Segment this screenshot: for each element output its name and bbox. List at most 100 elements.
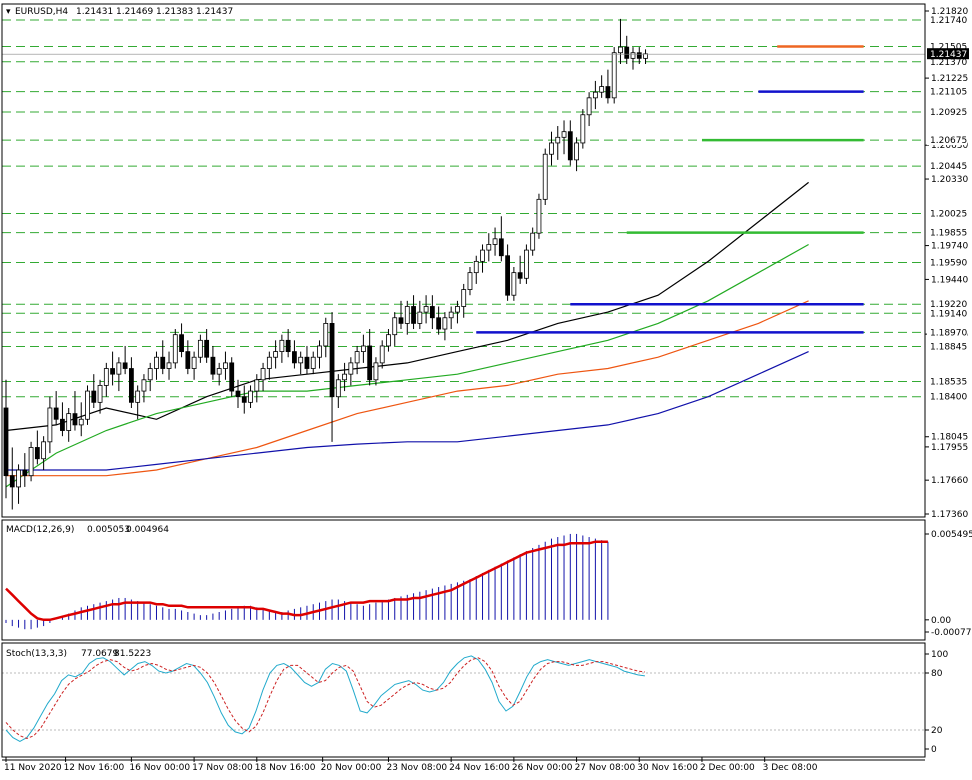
low-value: 1.21383 <box>156 7 193 17</box>
candle-body <box>423 306 429 313</box>
candle-body <box>492 238 498 245</box>
candle <box>254 374 260 403</box>
candle-body <box>53 407 59 420</box>
candle <box>329 312 335 442</box>
candle <box>279 334 285 363</box>
level-label-bg <box>927 134 967 146</box>
candle <box>455 300 460 324</box>
price-axis-tick-label: 1.17660 <box>931 476 968 486</box>
candle <box>555 126 561 160</box>
candle-body <box>530 232 536 251</box>
candle-body <box>122 362 128 369</box>
candle-body <box>128 368 134 403</box>
candle-body <box>197 339 203 358</box>
level-label-bg <box>927 105 967 117</box>
time-axis-label: 2 Dec 00:00 <box>700 763 755 773</box>
candle-body <box>166 362 172 369</box>
candle-body <box>254 379 260 392</box>
candle-body <box>586 97 592 116</box>
candle-body <box>160 356 166 369</box>
candle-body <box>561 131 567 138</box>
time-axis-label: 11 Nov 2020 <box>4 763 62 773</box>
candle-body <box>630 52 636 59</box>
candle <box>22 453 28 487</box>
candle-body <box>342 373 347 381</box>
candle <box>486 233 492 262</box>
stoch-axis-tick-label: 20 <box>931 726 943 736</box>
candle <box>34 430 40 465</box>
level-price-label: 1.21105 <box>927 85 967 98</box>
level-label-text: 1.19590 <box>930 259 967 269</box>
candle-body <box>417 311 423 324</box>
candle <box>210 345 216 380</box>
candle <box>135 385 141 420</box>
level-label-text: 1.21105 <box>930 88 967 98</box>
level-label-text: 1.18400 <box>930 393 967 403</box>
price-axis-tick-label: 1.20630 <box>931 141 968 151</box>
level-price-label: 1.18400 <box>927 390 967 403</box>
moving-average-line <box>5 243 809 488</box>
candle <box>47 396 53 454</box>
candle <box>360 334 366 363</box>
level-label-bg <box>927 307 967 319</box>
candle <box>417 300 423 330</box>
candle-body <box>135 390 141 403</box>
candle <box>154 351 159 380</box>
candle-body <box>611 52 617 99</box>
candle <box>160 340 166 375</box>
candle <box>235 379 241 408</box>
candle-body <box>216 368 222 375</box>
candle-body <box>28 447 34 477</box>
candle-body <box>517 272 523 279</box>
candle-body <box>348 362 354 375</box>
candle-body <box>78 418 84 426</box>
candle-body <box>643 53 648 59</box>
candle-body <box>323 323 329 347</box>
candle <box>41 436 47 471</box>
candle <box>191 351 197 380</box>
level-price-label: 1.21740 <box>927 14 967 26</box>
candle <box>60 402 65 437</box>
candle-body <box>292 351 297 364</box>
candle <box>517 255 523 284</box>
candle-body <box>154 356 159 369</box>
candle-body <box>91 390 97 403</box>
symbol-dropdown-icon[interactable]: ▾ <box>6 7 11 17</box>
candle-body <box>473 260 479 274</box>
candle <box>354 345 360 375</box>
stoch-axis-tick-label: 80 <box>931 669 943 679</box>
price-axis-tick-label: 1.20330 <box>931 175 968 185</box>
candle <box>636 47 642 65</box>
level-label-text: 1.20025 <box>930 209 967 219</box>
candle-body <box>335 379 341 398</box>
candle-body <box>618 46 623 54</box>
moving-average-line <box>5 181 809 432</box>
level-label-bg <box>927 55 967 67</box>
candle <box>379 340 385 369</box>
candle-body <box>636 52 642 59</box>
candle-body <box>411 306 416 324</box>
candle-body <box>442 317 448 330</box>
candle-body <box>22 469 28 477</box>
candle-body <box>386 334 391 347</box>
candle-body <box>486 244 492 251</box>
candle-body <box>229 362 235 392</box>
price-axis-tick-label: 1.19740 <box>931 242 968 252</box>
candle-body <box>599 86 605 93</box>
candle <box>116 357 122 392</box>
candle <box>197 334 203 363</box>
candle <box>467 267 473 296</box>
candle <box>273 340 279 369</box>
close-value: 1.21437 <box>196 7 233 17</box>
candle <box>373 357 379 386</box>
moving-average-line <box>6 300 809 477</box>
candle-body <box>392 317 398 336</box>
candle-body <box>317 345 322 358</box>
level-price-label: 1.19140 <box>927 307 967 319</box>
candle <box>473 255 479 284</box>
candle-body <box>66 413 72 431</box>
candle-body <box>404 306 410 324</box>
candle <box>179 323 184 358</box>
